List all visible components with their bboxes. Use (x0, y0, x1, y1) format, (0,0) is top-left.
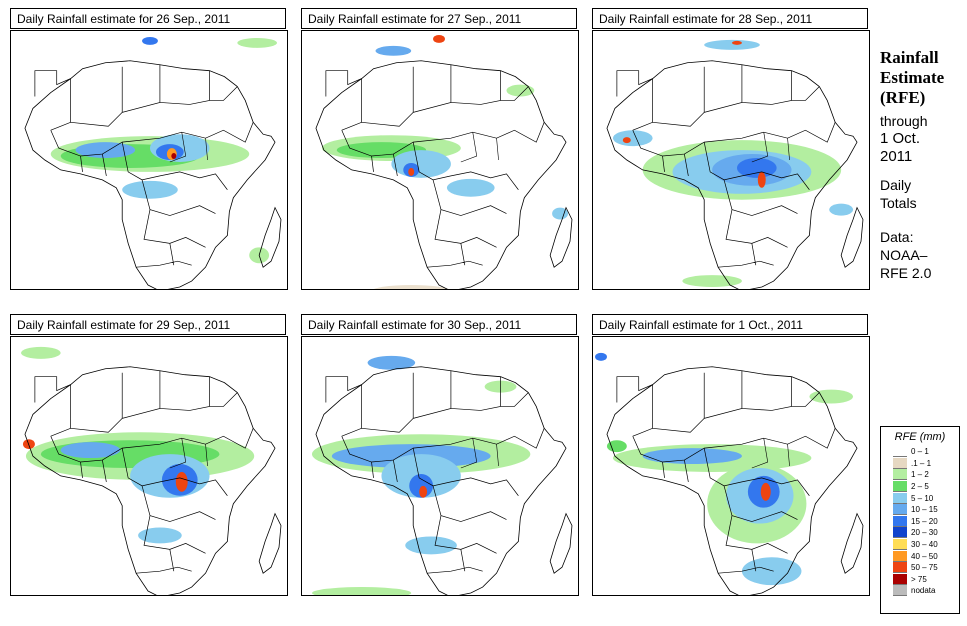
panel-title: Daily Rainfall estimate for 26 Sep., 201… (10, 8, 286, 29)
legend-swatch (893, 481, 907, 493)
legend-swatch (893, 550, 907, 562)
rain-patches (20, 346, 255, 544)
legend-label: .1 – 1 (911, 458, 932, 468)
rainfall-map (10, 30, 288, 290)
panel-1: Daily Rainfall estimate for 26 Sep., 201… (10, 8, 288, 290)
through-label: through (880, 113, 928, 129)
legend-swatch (893, 504, 907, 516)
legend-label: 10 – 15 (911, 505, 938, 515)
panel-title: Daily Rainfall estimate for 27 Sep., 201… (301, 8, 577, 29)
legend-item: 40 – 50 (893, 550, 959, 562)
rain-patches (595, 352, 854, 586)
source-line-2: RFE 2.0 (880, 265, 932, 281)
legend-label: 15 – 20 (911, 516, 938, 526)
rainfall-map (10, 336, 288, 596)
source-line-1: NOAA– (880, 247, 928, 263)
legend-swatch (893, 515, 907, 527)
legend-label: 0 – 1 (911, 447, 929, 457)
rainfall-map (592, 30, 870, 290)
data-label: Data: (880, 229, 914, 245)
legend-swatch (893, 573, 907, 585)
legend-item: 2 – 5 (893, 481, 959, 493)
rain-patches (321, 34, 569, 289)
legend-swatch (893, 469, 907, 481)
daily-line-2: Totals (880, 195, 917, 211)
legend-item: nodata (893, 585, 959, 597)
legend-label: 40 – 50 (911, 551, 938, 561)
legend-item: 0 – 1 (893, 446, 959, 458)
legend-swatch (893, 446, 907, 458)
legend-item: > 75 (893, 573, 959, 586)
legend-item: 50 – 75 (893, 562, 959, 574)
legend-label: 1 – 2 (911, 470, 929, 480)
legend-item: 1 – 2 (893, 469, 959, 481)
panel-4: Daily Rainfall estimate for 29 Sep., 201… (10, 314, 288, 596)
legend-item: 30 – 40 (893, 539, 959, 551)
panel-title: Daily Rainfall estimate for 29 Sep., 201… (10, 314, 286, 335)
legend-label: 5 – 10 (911, 493, 934, 503)
rainfall-map (301, 336, 579, 596)
legend-label: 20 – 30 (911, 528, 938, 538)
legend-swatch (893, 585, 907, 597)
legend-label: nodata (911, 586, 936, 596)
panel-title: Daily Rainfall estimate for 1 Oct., 2011 (592, 314, 868, 335)
legend-item: 20 – 30 (893, 527, 959, 539)
panel-6: Daily Rainfall estimate for 1 Oct., 2011 (592, 314, 870, 596)
panel-title: Daily Rainfall estimate for 30 Sep., 201… (301, 314, 577, 335)
legend-swatch (893, 492, 907, 504)
legend-swatch (893, 527, 907, 539)
legend-title: RFE (mm) (894, 431, 946, 443)
title-line-2: Estimate (880, 68, 945, 87)
legend-label: > 75 (911, 574, 927, 584)
date-line-2: 2011 (880, 148, 913, 165)
rainfall-map (592, 336, 870, 596)
legend-swatch (893, 457, 907, 469)
legend-swatch (893, 539, 907, 551)
rain-patches (311, 355, 531, 595)
panel-2: Daily Rainfall estimate for 27 Sep., 201… (301, 8, 579, 290)
legend-label: 50 – 75 (911, 563, 938, 573)
date-line-1: 1 Oct. (880, 130, 921, 147)
legend-label: 30 – 40 (911, 540, 938, 550)
title-line-1: Rainfall (880, 48, 939, 67)
rain-patches (612, 39, 854, 288)
panel-5: Daily Rainfall estimate for 30 Sep., 201… (301, 314, 579, 596)
rainfall-map (301, 30, 579, 290)
panel-title: Daily Rainfall estimate for 28 Sep., 201… (592, 8, 868, 29)
title-line-3: (RFE) (880, 88, 926, 107)
panel-3: Daily Rainfall estimate for 28 Sep., 201… (592, 8, 870, 290)
rain-patches (50, 36, 278, 264)
legend-item: 5 – 10 (893, 492, 959, 504)
info-panel: Rainfall Estimate (RFE) through 1 Oct. 2… (880, 48, 964, 282)
legend-item: 10 – 15 (893, 504, 959, 516)
daily-line-1: Daily (880, 177, 912, 193)
legend-swatch (893, 562, 907, 574)
legend-item: 15 – 20 (893, 515, 959, 528)
legend-label: 2 – 5 (911, 482, 929, 492)
legend-item: .1 – 1 (893, 457, 959, 470)
